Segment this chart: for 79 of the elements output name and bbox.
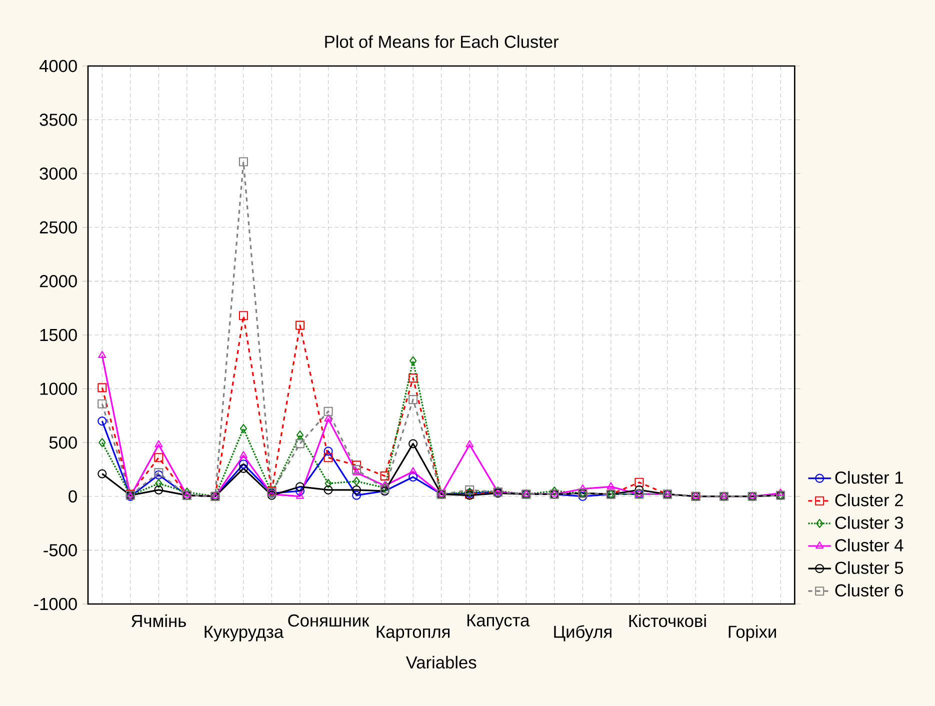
point — [408, 439, 418, 448]
y-tick-label: 500 — [49, 436, 77, 449]
legend-label: Cluster 4 — [835, 538, 904, 552]
point — [154, 453, 164, 462]
point — [98, 383, 107, 392]
point — [154, 440, 163, 448]
point — [155, 478, 162, 488]
legend-label: Cluster 2 — [835, 494, 903, 506]
y-tick-label: 3000 — [40, 167, 77, 180]
point — [324, 478, 332, 488]
y-tick-label: -500 — [44, 544, 77, 556]
point — [352, 485, 362, 494]
x-tick-label: Цибуля — [554, 625, 612, 642]
point — [408, 373, 418, 383]
y-tick-label: 1000 — [40, 382, 77, 395]
point — [98, 350, 106, 358]
point — [295, 482, 305, 492]
point — [352, 460, 362, 470]
y-tick-label: 3500 — [40, 114, 77, 126]
point — [295, 320, 305, 330]
point — [408, 395, 418, 404]
x-tick-label: Соняшник — [288, 614, 370, 627]
y-tick-label: 4000 — [39, 60, 77, 72]
point — [634, 485, 644, 494]
point — [238, 464, 248, 473]
x-tick-label: Горіхи — [728, 625, 776, 642]
y-tick-label: 2000 — [40, 275, 77, 288]
point — [238, 157, 248, 166]
y-tick-label: 2500 — [40, 221, 77, 234]
point — [239, 450, 248, 458]
point — [238, 311, 248, 320]
point — [408, 472, 418, 482]
point — [296, 430, 304, 440]
point — [98, 399, 107, 408]
point — [154, 485, 164, 494]
x-tick-label: Ячмінь — [132, 614, 186, 627]
y-tick-label: -1000 — [34, 598, 77, 610]
point — [324, 446, 333, 456]
point — [352, 464, 362, 474]
x-tick-label: Картопля — [376, 626, 450, 642]
point — [324, 453, 333, 462]
point — [183, 488, 190, 497]
point — [409, 467, 418, 474]
chart-title: Plot of Means for Each Cluster — [325, 35, 559, 48]
y-tick-label: 0 — [68, 490, 77, 503]
point — [98, 469, 107, 478]
x-tick-label: Кісточкові — [629, 614, 706, 628]
point — [380, 471, 390, 480]
point — [578, 484, 587, 492]
point — [776, 488, 785, 496]
point — [465, 485, 474, 494]
point — [352, 490, 362, 500]
point — [466, 440, 474, 448]
point — [410, 356, 417, 366]
legend-label: Cluster 1 — [835, 471, 903, 484]
point — [98, 416, 107, 426]
legend-label: Cluster 3 — [835, 516, 904, 529]
point — [240, 424, 248, 434]
point — [238, 460, 248, 469]
point — [578, 492, 588, 501]
point — [324, 406, 333, 416]
point — [295, 486, 305, 496]
y-tick-label: 1500 — [40, 328, 77, 342]
x-axis-title: Variables — [406, 656, 476, 669]
point — [296, 492, 304, 499]
legend-label: Cluster 5 — [835, 561, 904, 574]
point — [634, 478, 644, 487]
point — [324, 414, 332, 422]
point — [353, 476, 360, 486]
legend-label: Cluster 6 — [835, 584, 904, 597]
point — [606, 482, 615, 490]
point — [324, 485, 333, 494]
x-tick-label: Капуста — [467, 614, 530, 630]
point — [98, 438, 106, 448]
x-tick-label: Кукурудза — [204, 626, 284, 642]
point — [550, 486, 558, 496]
point — [380, 481, 389, 488]
point — [295, 439, 305, 448]
point — [352, 468, 361, 476]
